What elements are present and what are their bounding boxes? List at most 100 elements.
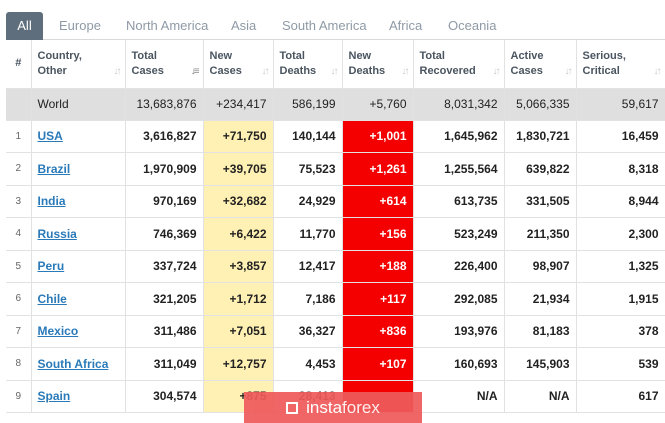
new-deaths: +1,261 — [342, 152, 414, 186]
country-name: Chile — [31, 282, 126, 316]
row-index: 8 — [6, 347, 32, 381]
column-header-index[interactable]: # — [6, 40, 32, 89]
new-cases: +6,422 — [203, 217, 274, 251]
new-cases: +7,051 — [203, 315, 274, 348]
table-row: 2 Brazil 1,970,909 +39,705 75,523 +1,261 1,255… — [6, 152, 665, 186]
country-link[interactable]: Spain — [37, 389, 71, 404]
new-cases: +1,712 — [203, 282, 274, 316]
country-link[interactable]: South Africa — [37, 356, 109, 371]
table-row: 5 Peru 337,724 +3,857 12,417 +188 226,400 98,90… — [6, 250, 665, 283]
total-cases: 311,486 — [125, 315, 204, 348]
column-header-total-cases[interactable]: Total Cases ↓≡ — [125, 40, 204, 89]
sort-icon[interactable]: ↓↑ — [113, 65, 122, 77]
table-row: 8 South Africa 311,049 +12,757 4,453 +107 160,… — [6, 347, 665, 381]
new-cases: +32,682 — [203, 185, 274, 218]
tab-south-america[interactable]: South America — [282, 18, 367, 33]
total-cases: 311,049 — [125, 347, 204, 381]
table-row: 3 India 970,169 +32,682 24,929 +614 613,735 331… — [6, 185, 665, 218]
total-recovered: 160,693 — [413, 347, 505, 381]
total-deaths: 4,453 — [273, 347, 343, 381]
new-deaths: +156 — [342, 217, 414, 251]
new-deaths: +117 — [342, 282, 414, 316]
table-row: 6 Chile 321,205 +1,712 7,186 +117 292,085 21,93… — [6, 282, 665, 316]
sort-icon[interactable]: ↓↑ — [653, 65, 662, 77]
active-cases: 21,934 — [504, 282, 577, 316]
instaforex-watermark: instaforex — [244, 392, 422, 423]
table-row: 4 Russia 746,369 +6,422 11,770 +156 523,249 211… — [6, 217, 665, 251]
total-cases: 3,616,827 — [125, 120, 204, 153]
total-deaths: 36,327 — [273, 315, 343, 348]
new-deaths: +107 — [342, 347, 414, 381]
active-cases: 639,822 — [504, 152, 577, 186]
row-index — [6, 88, 32, 121]
total-cases: 970,169 — [125, 185, 204, 218]
table-row: 7 Mexico 311,486 +7,051 36,327 +836 193,976 81,… — [6, 315, 665, 348]
serious-critical: 8,944 — [576, 185, 665, 218]
sort-icon[interactable]: ↓↑ — [261, 65, 270, 77]
serious-critical: 378 — [576, 315, 665, 348]
tab-north-america[interactable]: North America — [126, 18, 209, 33]
new-deaths: +1,001 — [342, 120, 414, 153]
column-header-country[interactable]: Country, Other ↓↑ — [31, 40, 126, 89]
total-recovered: 193,976 — [413, 315, 505, 348]
country-link[interactable]: Chile — [37, 291, 67, 306]
total-deaths: 140,144 — [273, 120, 343, 153]
country-link[interactable]: Peru — [37, 259, 65, 274]
new-deaths: +836 — [342, 315, 414, 348]
country-name: Brazil — [31, 152, 126, 186]
active-cases: 98,907 — [504, 250, 577, 283]
country-link[interactable]: Mexico — [37, 324, 79, 339]
active-cases: 1,830,721 — [504, 120, 577, 153]
serious-critical: 8,318 — [576, 152, 665, 186]
sort-icon[interactable]: ↓↑ — [401, 65, 410, 77]
total-recovered: N/A — [413, 380, 505, 413]
total-deaths: 586,199 — [273, 88, 343, 121]
column-header-total-recovered[interactable]: Total Recovered ↓↑ — [413, 40, 505, 89]
column-header-serious-critical[interactable]: Serious, Critical ↓↑ — [576, 40, 665, 89]
column-header-active-cases[interactable]: Active Cases ↓↑ — [504, 40, 577, 89]
country-name: Peru — [31, 250, 126, 283]
watermark-logo-icon — [286, 402, 299, 414]
active-cases: 331,505 — [504, 185, 577, 218]
row-index: 3 — [6, 185, 32, 218]
total-recovered: 613,735 — [413, 185, 505, 218]
new-cases: +39,705 — [203, 152, 274, 186]
row-index: 2 — [6, 152, 32, 186]
new-deaths: +614 — [342, 185, 414, 218]
country-link[interactable]: Brazil — [37, 161, 71, 176]
sort-icon[interactable]: ↓↑ — [330, 65, 339, 77]
country-name: India — [31, 185, 126, 218]
table-row: 1 USA 3,616,827 +71,750 140,144 +1,001 1,645,9… — [6, 120, 665, 153]
new-cases: +3,857 — [203, 250, 274, 283]
tab-africa[interactable]: Africa — [389, 18, 423, 33]
tab-europe[interactable]: Europe — [59, 18, 101, 33]
active-cases: N/A — [504, 380, 577, 413]
total-recovered: 523,249 — [413, 217, 505, 251]
column-header-total-deaths[interactable]: Total Deaths ↓↑ — [273, 40, 343, 89]
total-cases: 1,970,909 — [125, 152, 204, 186]
tab-all[interactable]: All — [6, 12, 43, 40]
serious-critical: 1,325 — [576, 250, 665, 283]
total-deaths: 7,186 — [273, 282, 343, 316]
total-deaths: 75,523 — [273, 152, 343, 186]
sort-icon[interactable]: ↓↑ — [564, 65, 573, 77]
row-index: 6 — [6, 282, 32, 316]
country-link[interactable]: USA — [37, 129, 63, 144]
total-deaths: 11,770 — [273, 217, 343, 251]
column-header-new-cases[interactable]: New Cases ↓↑ — [203, 40, 274, 89]
total-deaths: 12,417 — [273, 250, 343, 283]
new-cases: +12,757 — [203, 347, 274, 381]
new-cases: +71,750 — [203, 120, 274, 153]
serious-critical: 617 — [576, 380, 665, 413]
sort-desc-icon[interactable]: ↓≡ — [190, 65, 200, 77]
tab-oceania[interactable]: Oceania — [448, 18, 497, 33]
country-link[interactable]: India — [37, 194, 66, 209]
total-recovered: 226,400 — [413, 250, 505, 283]
active-cases: 81,183 — [504, 315, 577, 348]
row-index: 4 — [6, 217, 32, 251]
row-index: 1 — [6, 120, 32, 153]
country-link[interactable]: Russia — [37, 226, 77, 241]
sort-icon[interactable]: ↓↑ — [492, 65, 501, 77]
column-header-new-deaths[interactable]: New Deaths ↓↑ — [342, 40, 414, 89]
tab-asia[interactable]: Asia — [231, 18, 257, 33]
